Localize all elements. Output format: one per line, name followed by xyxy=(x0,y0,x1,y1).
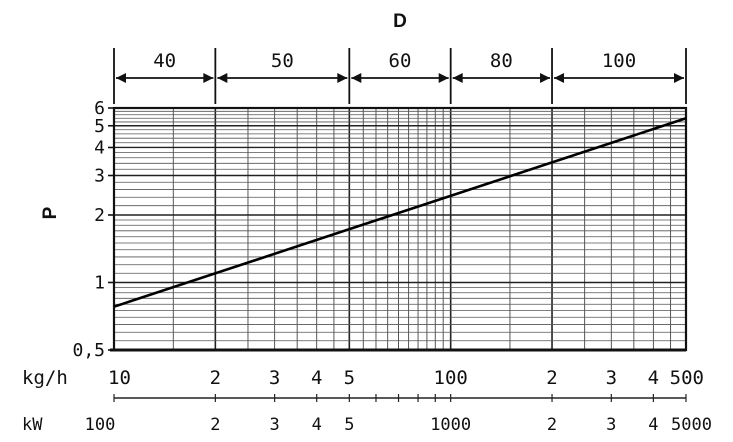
y-tick-label: 0,5 xyxy=(72,340,105,361)
y-tick-label: 1 xyxy=(94,272,105,293)
x-tick-label: 2 xyxy=(546,367,557,389)
d-segment-label: 80 xyxy=(490,50,513,72)
x2-axis-kw: 100 2 3 4 5 1000 2 3 4 5000 xyxy=(85,394,712,435)
d-arrow-left xyxy=(351,73,362,83)
y-tick-label: 3 xyxy=(94,166,105,187)
x2-tick-label: 2 xyxy=(547,415,557,435)
x-axis-kgh: 10 2 3 4 5 100 2 3 4 500 xyxy=(108,367,704,389)
x2-tick-label: 4 xyxy=(312,415,322,435)
x2-tick-label: 100 xyxy=(85,415,116,435)
x-tick-label: 500 xyxy=(670,367,704,389)
x2-tick-label: 3 xyxy=(606,415,616,435)
d-segment-label: 60 xyxy=(389,50,412,72)
x2-tick-label: 2 xyxy=(210,415,220,435)
x-tick-label: 3 xyxy=(269,367,280,389)
y-axis: 0,5 1 2 3 456 xyxy=(72,98,114,361)
y-tick-label: 6 xyxy=(94,98,105,119)
x2-tick-label: 1000 xyxy=(430,415,471,435)
y-tick-label: 2 xyxy=(94,205,105,226)
x2-axis-title: kW xyxy=(22,415,43,435)
y-tick-label: 5 xyxy=(94,116,105,137)
d-arrow-left xyxy=(217,73,228,83)
x-tick-label: 3 xyxy=(606,367,617,389)
y-tick-label: 4 xyxy=(94,137,105,158)
x-axis-title: kg/h xyxy=(22,367,68,389)
plot-border xyxy=(112,106,688,352)
x-tick-label: 10 xyxy=(108,367,131,389)
y-axis-title: P xyxy=(40,206,61,219)
x-tick-label: 4 xyxy=(648,367,659,389)
x2-tick-label: 5000 xyxy=(671,415,712,435)
plot-frame xyxy=(110,106,688,352)
d-arrow-left xyxy=(554,73,565,83)
d-segment-label: 40 xyxy=(153,50,176,72)
d-arrow-left xyxy=(452,73,463,83)
d-arrow-left xyxy=(116,73,126,83)
d-segment-label: 100 xyxy=(602,50,636,72)
x2-tick-label: 5 xyxy=(344,415,354,435)
x2-tick-label: 4 xyxy=(648,415,658,435)
x-tick-label: 4 xyxy=(311,367,322,389)
series-line xyxy=(113,117,687,308)
grid xyxy=(113,107,687,351)
d-arrow-right xyxy=(674,73,684,83)
d-segment-label: 50 xyxy=(271,50,294,72)
top-axis-title: D xyxy=(393,11,407,32)
top-axis-d: 40 50 60 80 100 xyxy=(113,48,687,104)
x-tick-label: 2 xyxy=(210,367,221,389)
d-arrow-right xyxy=(540,73,551,83)
x-tick-label: 5 xyxy=(344,367,355,389)
d-arrow-right xyxy=(337,73,348,83)
d-arrow-right xyxy=(203,73,214,83)
x2-tick-label: 3 xyxy=(270,415,280,435)
d-arrow-right xyxy=(438,73,449,83)
x-tick-label: 100 xyxy=(434,367,468,389)
series-layer xyxy=(113,117,687,308)
